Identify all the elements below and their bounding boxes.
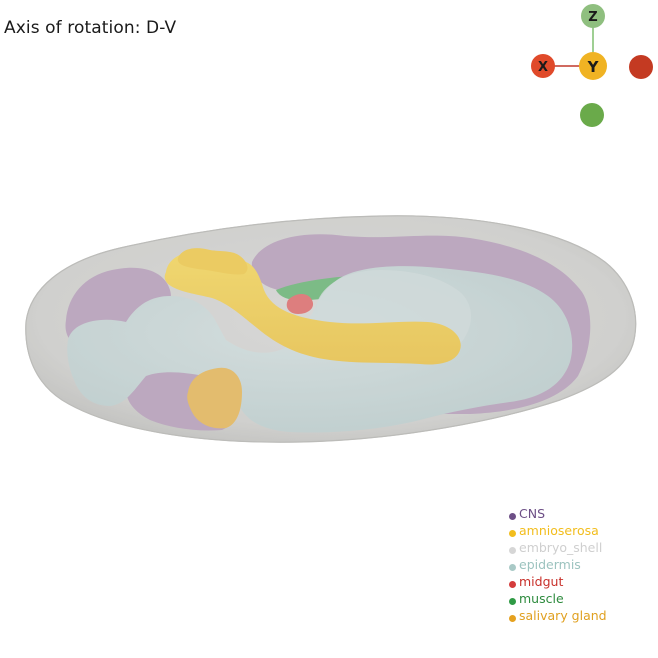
y-axis-label: Y (587, 58, 600, 76)
legend-item[interactable]: embryo_shell (509, 539, 654, 556)
x-axis-label: X (538, 60, 548, 75)
legend-dot (509, 614, 516, 622)
legend-item[interactable]: muscle (509, 590, 654, 607)
legend-dot (509, 563, 516, 571)
legend-item[interactable]: salivary gland (509, 607, 654, 624)
legend-label: epidermis (519, 557, 581, 572)
orientation-axes-widget[interactable]: Z X Y (520, 0, 658, 140)
y-negative-handle[interactable] (580, 103, 604, 127)
z-axis-label: Z (588, 10, 597, 25)
legend-dot (509, 529, 516, 537)
legend-item[interactable]: amnioserosa (509, 522, 654, 539)
midgut-tissue (286, 294, 314, 314)
legend-dot (509, 546, 516, 554)
rotation-axis-title: Axis of rotation: D-V (4, 18, 177, 38)
legend-label: CNS (519, 506, 546, 521)
embryo-shell-rim (25, 215, 637, 443)
legend-label: salivary gland (519, 608, 607, 623)
legend-item[interactable]: CNS (509, 505, 654, 522)
salivary-gland-tissue (187, 367, 242, 429)
y-axis-handle[interactable] (579, 52, 607, 80)
amnioserosa-tissue (164, 251, 461, 365)
legend-dot (509, 597, 516, 605)
x-negative-handle[interactable] (629, 55, 653, 79)
amnioserosa-fold (177, 248, 248, 275)
legend-label: amnioserosa (519, 523, 599, 538)
legend-item[interactable]: midgut (509, 573, 654, 590)
legend-label: muscle (519, 591, 564, 606)
legend-item[interactable]: epidermis (509, 556, 654, 573)
z-axis-handle[interactable] (581, 4, 605, 28)
legend-dot (509, 512, 516, 520)
legend-label: embryo_shell (519, 540, 603, 555)
legend-dot (509, 580, 516, 588)
tissue-legend: CNS amnioserosa embryo_shell epidermis m… (509, 505, 654, 624)
legend-label: midgut (519, 574, 564, 589)
x-axis-handle[interactable] (531, 54, 555, 78)
